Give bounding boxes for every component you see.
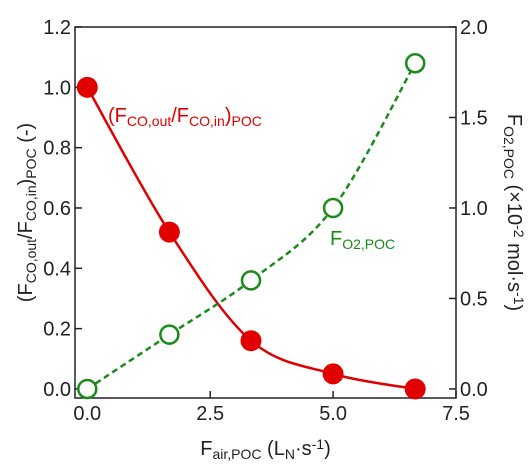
label-part: CO,out [23,239,39,283]
data-point [159,324,180,345]
label-part: F [200,438,212,460]
label-part: CO,out [127,113,171,129]
label-part: (F [108,105,127,127]
label-part: ·s [295,438,312,460]
data-point [158,221,180,243]
label-part: F [330,228,342,250]
label-part: CO,in [189,113,225,129]
label-part: /F [15,221,37,239]
plot-frame [74,26,457,399]
label-part: O2,POC [342,236,395,252]
label-part: ) [324,438,331,460]
data-point [77,378,98,400]
label-part: F [503,114,525,126]
y-tick-label: 1.2 [43,17,71,39]
label-part: ) [15,179,37,186]
label-part: (-) [15,123,37,149]
data-point [404,52,426,74]
y-axis-label: (FCO,out/FCO,in)POC (-) [15,123,39,302]
series-annotation: (FCO,out/FCO,in)POC [108,105,262,129]
label-part: (F [15,283,37,302]
x-tick-label: 5.0 [319,403,347,425]
y-tick-label: 1.0 [43,77,71,99]
y2-tick-label: 1.0 [460,198,488,220]
data-point [404,378,426,400]
x-tick-label: 2.5 [196,403,224,425]
data-point [240,270,262,291]
x-tick-label: 7.5 [442,403,470,425]
series-annotation: FO2,POC [330,228,395,252]
label-part: (L [261,438,284,460]
x-axis-label: Fair,POC (LN·s-1) [200,436,331,461]
y2-tick-label: 1.5 [460,107,488,129]
label-part: air,POC [212,446,261,462]
label-part: (×10 [503,179,525,225]
x-tick-label: 0.0 [73,403,101,425]
label-part: N [285,446,295,462]
y-tick-label: 0.2 [43,319,71,341]
label-part: ) [225,105,232,127]
label-part: ) [503,304,525,311]
label-part: -1 [312,436,325,452]
data-point [322,363,344,385]
y2-tick-label: 0.5 [460,288,488,310]
data-point [76,76,98,98]
y2-tick-label: 2.0 [460,17,488,39]
label-part: POC [232,113,262,129]
y-tick-label: 0.6 [43,198,71,220]
series-line [86,86,416,391]
y2-axis-label: FO2,POC (×10-2 mol·s-1) [502,114,527,311]
label-part: -2 [511,225,527,238]
data-point [322,197,344,219]
data-point [240,330,262,352]
label-part: O2,POC [502,126,518,179]
y-tick-label: 0.8 [43,138,71,160]
y2-tick-label: 0.0 [460,379,488,401]
label-part: POC [23,148,39,178]
label-part: mol·s [503,238,525,292]
label-part: CO,in [23,185,39,221]
label-part: /F [171,105,189,127]
y-tick-label: 0.0 [43,379,71,401]
y-tick-label: 0.4 [43,258,71,280]
label-part: -1 [511,292,527,305]
